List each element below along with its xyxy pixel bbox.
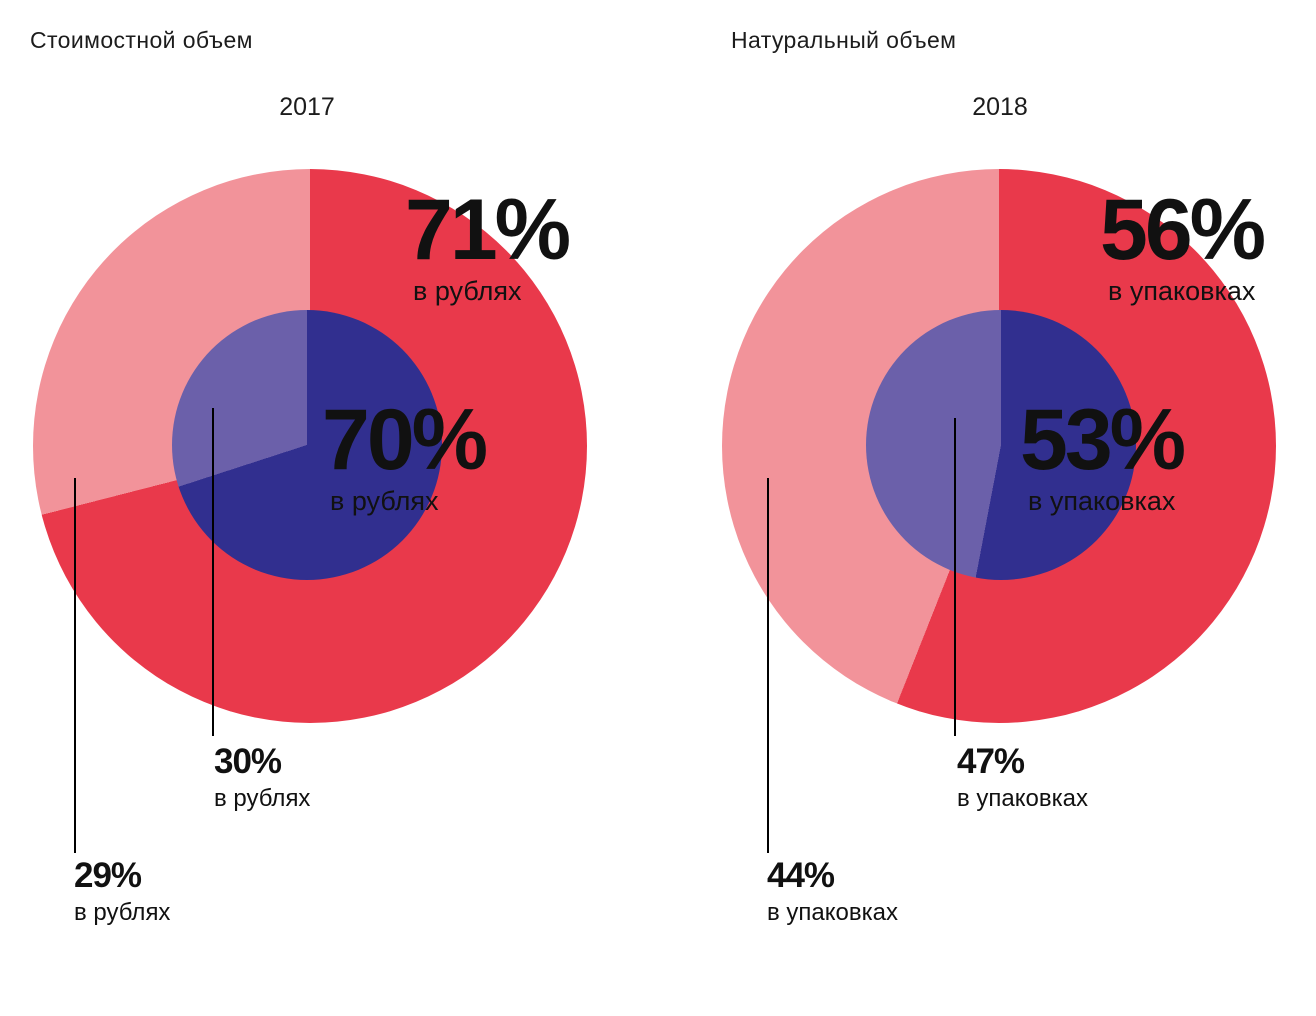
- inner-main-label-2018: 53% в упаковках: [1020, 392, 1186, 517]
- inner-main-label-2017: 70% в рублях: [322, 392, 488, 517]
- outer-main-label-2017: 71% в рублях: [405, 182, 571, 307]
- inner-main-unit-2018: в упаковках: [1028, 485, 1176, 516]
- inner-minor-label-2017: 30% в рублях: [214, 744, 310, 813]
- outer-main-unit-2017: в рублях: [413, 275, 522, 306]
- inner-pie-2017: [172, 310, 442, 580]
- year-label-2017: 2017: [279, 93, 335, 121]
- leader-line-inner-2018: [954, 418, 956, 736]
- inner-minor-percent-2017: 30%: [214, 742, 282, 781]
- chart-title-value-volume: Стоимостной объем: [30, 27, 253, 53]
- outer-minor-unit-2017: в рублях: [74, 899, 171, 926]
- inner-minor-unit-2018: в упаковках: [957, 785, 1089, 812]
- inner-minor-percent-2018: 47%: [957, 742, 1025, 781]
- outer-minor-label-2018: 44% в упаковках: [767, 858, 898, 927]
- inner-minor-unit-2017: в рублях: [214, 785, 311, 812]
- outer-minor-percent-2018: 44%: [767, 856, 835, 895]
- inner-main-percent-2018: 53%: [1020, 392, 1186, 488]
- inner-minor-label-2018: 47% в упаковках: [957, 744, 1088, 813]
- inner-main-unit-2017: в рублях: [330, 485, 439, 516]
- outer-main-percent-2017: 71%: [405, 182, 571, 278]
- outer-main-percent-2018: 56%: [1100, 182, 1266, 278]
- leader-line-outer-2018: [767, 478, 769, 853]
- outer-minor-label-2017: 29% в рублях: [74, 858, 170, 927]
- outer-minor-unit-2018: в упаковках: [767, 899, 899, 926]
- inner-main-percent-2017: 70%: [322, 392, 488, 488]
- leader-line-inner-2017: [212, 408, 214, 736]
- leader-line-outer-2017: [74, 478, 76, 853]
- chart-title-natural-volume: Натуральный объем: [731, 27, 957, 53]
- outer-main-unit-2018: в упаковках: [1108, 275, 1256, 306]
- outer-main-label-2018: 56% в упаковках: [1100, 182, 1266, 307]
- year-label-2018: 2018: [972, 93, 1028, 121]
- outer-minor-percent-2017: 29%: [74, 856, 142, 895]
- inner-pie-2018: [866, 310, 1136, 580]
